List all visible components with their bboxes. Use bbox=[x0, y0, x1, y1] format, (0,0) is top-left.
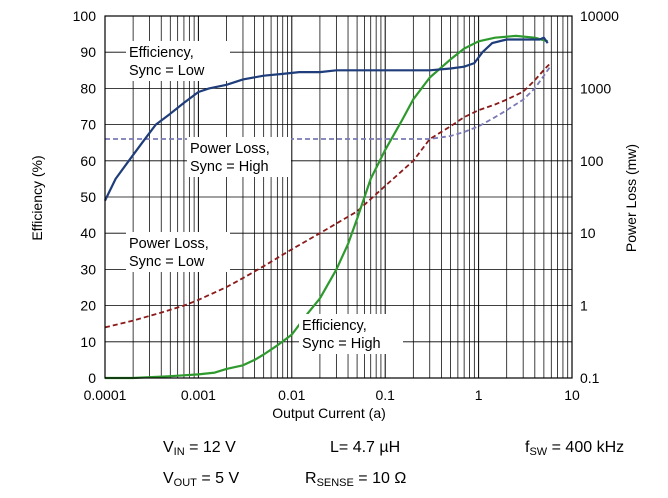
x-tick-label: 0.001 bbox=[181, 387, 216, 403]
y-tick-label: 10 bbox=[80, 334, 96, 350]
vin-condition: VIN = 12 V bbox=[163, 439, 236, 458]
y-tick-label: 50 bbox=[80, 189, 96, 205]
y2-tick-label: 1000 bbox=[580, 80, 611, 96]
annotation-label: Sync = Low bbox=[129, 254, 205, 270]
rsense-symbol: R bbox=[305, 470, 317, 487]
y-tick-label: 100 bbox=[73, 8, 97, 24]
fsw-subscript: SW bbox=[529, 446, 548, 458]
y2-axis-label: Power Loss (mw) bbox=[623, 144, 639, 252]
annotations: Efficiency, Sync = Low Power Loss, Sync = H… bbox=[126, 41, 403, 354]
x-tick-label: 0.1 bbox=[375, 387, 395, 403]
rsense-subscript: SENSE bbox=[316, 477, 354, 489]
series-line-efficiency-sync-high bbox=[105, 34, 548, 380]
y-tick-label: 90 bbox=[80, 44, 96, 60]
vout-symbol: V bbox=[163, 470, 174, 487]
annotation-label: Power Loss, bbox=[129, 236, 209, 252]
annotation-background bbox=[187, 137, 291, 177]
annotation-label: Sync = High bbox=[190, 159, 269, 175]
y2-tick-label: 0.1 bbox=[580, 370, 600, 386]
annotation-background bbox=[126, 232, 230, 272]
vout-value: = 5 V bbox=[196, 470, 240, 487]
fsw-condition: fSW = 400 kHz bbox=[525, 439, 625, 458]
tick-labels: 0.0001 0.001 0.01 0.1 1 100102030405060708090… bbox=[73, 8, 620, 403]
y-tick-label: 70 bbox=[80, 117, 96, 133]
vin-value: = 12 V bbox=[184, 439, 236, 456]
vin-symbol: V bbox=[163, 439, 174, 456]
x-tick-label: 1 bbox=[475, 387, 483, 403]
rsense-value: = 10 Ω bbox=[353, 470, 407, 487]
x-tick-label: 0.0001 bbox=[84, 387, 127, 403]
y-tick-label: 40 bbox=[80, 225, 96, 241]
y-tick-label: 30 bbox=[80, 261, 96, 277]
y2-tick-label: 10 bbox=[580, 225, 596, 241]
vin-subscript: IN bbox=[173, 446, 185, 458]
vout-condition: VOUT = 5 V bbox=[163, 470, 240, 489]
annotation-label: Efficiency, bbox=[302, 318, 367, 334]
y-tick-label: 60 bbox=[80, 153, 96, 169]
plot-frame bbox=[104, 15, 573, 379]
inductance-condition: L= 4.7 µH bbox=[330, 439, 400, 457]
y2-tick-label: 100 bbox=[580, 153, 604, 169]
vout-subscript: OUT bbox=[173, 477, 197, 489]
annotation-background bbox=[299, 314, 403, 354]
y-axis-label: Efficiency (%) bbox=[29, 155, 45, 240]
y-tick-label: 20 bbox=[80, 298, 96, 314]
y-tick-label: 0 bbox=[88, 370, 96, 386]
series-line-power-loss-sync-low bbox=[104, 61, 552, 329]
series bbox=[104, 34, 553, 380]
series-line-efficiency-sync-low bbox=[104, 36, 549, 202]
annotation-label: Sync = Low bbox=[129, 63, 205, 79]
annotation-label: Power Loss, bbox=[190, 141, 270, 157]
fsw-symbol: f bbox=[525, 439, 530, 456]
y-tick-label: 80 bbox=[80, 80, 96, 96]
annotation-label: Efficiency, bbox=[129, 45, 194, 61]
fsw-value: = 400 kHz bbox=[547, 439, 625, 456]
inductance-text: L= 4.7 µH bbox=[330, 439, 401, 456]
x-tick-label: 0.01 bbox=[278, 387, 305, 403]
annotation-label: Sync = High bbox=[302, 336, 381, 352]
x-axis-label: Output Current (a) bbox=[272, 405, 386, 421]
series-line-power-loss-sync-high bbox=[105, 64, 553, 140]
y2-tick-label: 10000 bbox=[580, 8, 619, 24]
rsense-condition: RSENSE = 10 Ω bbox=[305, 470, 407, 489]
annotation-background bbox=[126, 41, 230, 81]
y2-tick-label: 1 bbox=[580, 298, 588, 314]
x-tick-label: 10 bbox=[564, 387, 580, 403]
